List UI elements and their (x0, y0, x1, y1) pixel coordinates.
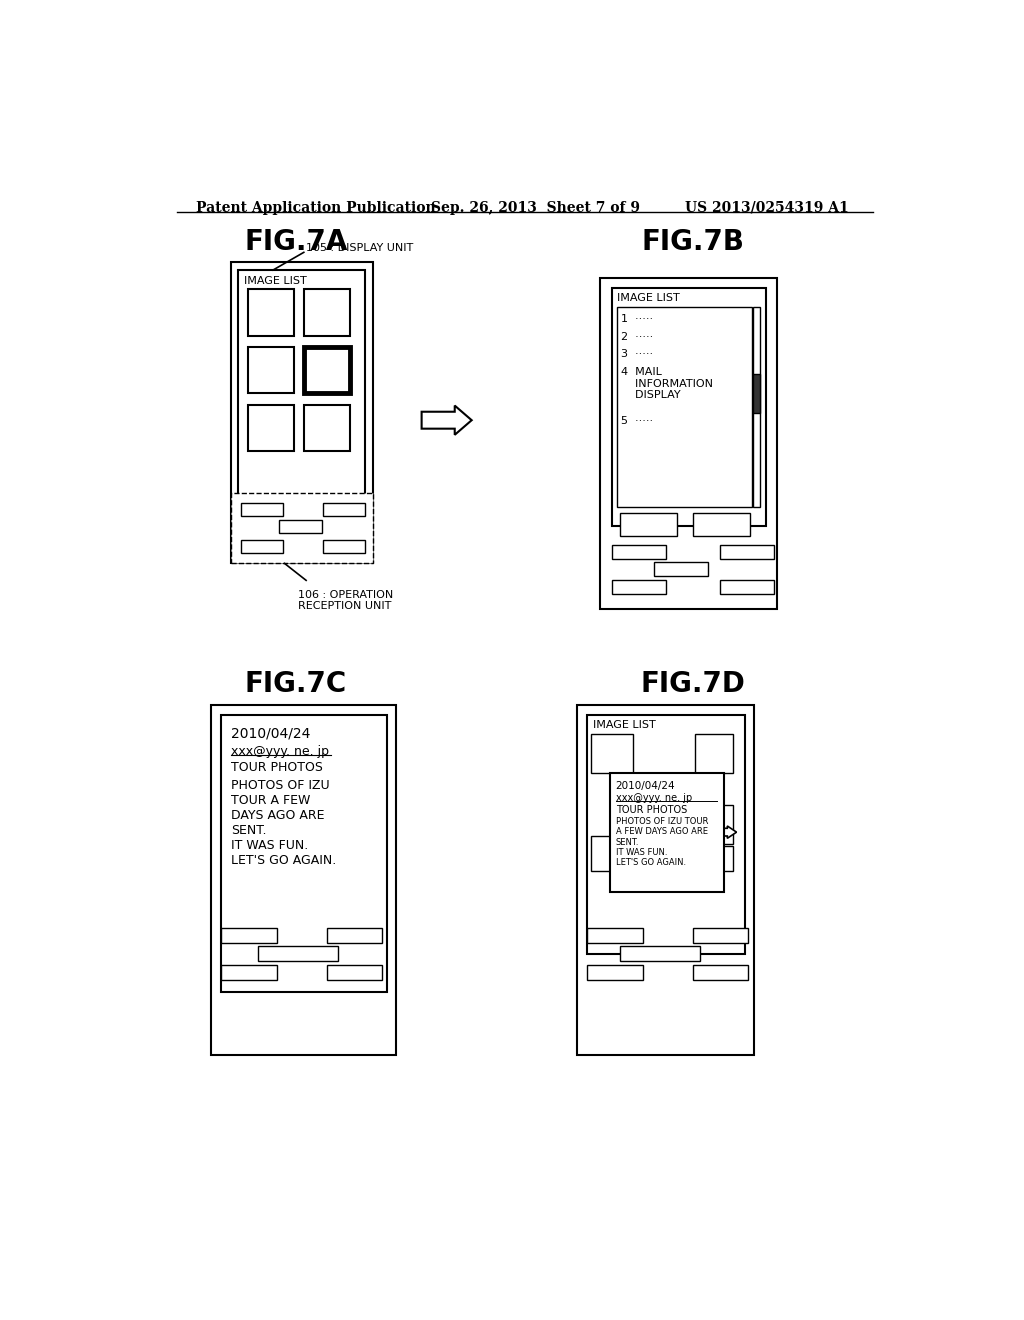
Text: 4  MAIL
    INFORMATION
    DISPLAY: 4 MAIL INFORMATION DISPLAY (621, 367, 713, 400)
Text: 2010/04/24: 2010/04/24 (230, 726, 310, 741)
Bar (692, 965, 749, 979)
Text: FIG.7B: FIG.7B (641, 227, 744, 256)
Bar (221, 965, 276, 979)
Text: US 2013/0254319 A1: US 2013/0254319 A1 (685, 201, 849, 215)
Bar (587, 965, 643, 979)
Text: 3  ·····: 3 ····· (621, 350, 653, 359)
Bar (304, 289, 350, 335)
Bar (753, 374, 761, 412)
Bar (617, 308, 752, 507)
Bar (611, 581, 666, 594)
Bar (241, 540, 283, 553)
Text: PHOTOS OF IZU TOUR
A FEW DAYS AGO ARE
SENT.
IT WAS FUN.
LET'S GO AGAIN.: PHOTOS OF IZU TOUR A FEW DAYS AGO ARE SE… (615, 817, 708, 867)
Bar (720, 545, 773, 558)
Bar (695, 846, 733, 871)
Bar (323, 503, 366, 516)
Bar (248, 347, 294, 393)
Bar (230, 494, 373, 562)
Bar (611, 288, 766, 527)
Bar (211, 705, 396, 1056)
Bar (654, 562, 708, 576)
Bar (591, 836, 634, 871)
Text: Sep. 26, 2013  Sheet 7 of 9: Sep. 26, 2013 Sheet 7 of 9 (431, 201, 640, 215)
Bar (304, 347, 350, 393)
Text: 1  ·····: 1 ····· (621, 314, 653, 323)
Bar (611, 545, 666, 558)
Bar (720, 581, 773, 594)
Bar (221, 715, 387, 993)
Text: 5  ·····: 5 ····· (621, 416, 653, 426)
Bar (587, 715, 745, 954)
Text: TOUR PHOTOS: TOUR PHOTOS (230, 760, 323, 774)
Bar (248, 405, 294, 451)
Text: PHOTOS OF IZU
TOUR A FEW
DAYS AGO ARE
SENT.
IT WAS FUN.
LET'S GO AGAIN.: PHOTOS OF IZU TOUR A FEW DAYS AGO ARE SE… (230, 779, 336, 867)
Bar (753, 308, 761, 507)
Text: IMAGE LIST: IMAGE LIST (617, 293, 680, 304)
Bar (239, 271, 366, 498)
Bar (248, 289, 294, 335)
Text: Patent Application Publication: Patent Application Publication (196, 201, 435, 215)
Text: IMAGE LIST: IMAGE LIST (244, 276, 306, 286)
Text: xxx@yyy. ne. jp: xxx@yyy. ne. jp (615, 793, 692, 803)
Bar (692, 512, 751, 536)
Bar (258, 946, 339, 961)
Text: 105 : DISPLAY UNIT: 105 : DISPLAY UNIT (306, 243, 414, 253)
Bar (304, 405, 350, 451)
Text: IMAGE LIST: IMAGE LIST (593, 721, 655, 730)
Bar (327, 928, 382, 942)
Bar (280, 520, 322, 533)
Bar (241, 503, 283, 516)
Text: TOUR PHOTOS: TOUR PHOTOS (615, 805, 687, 816)
Bar (600, 277, 777, 609)
Bar (221, 928, 276, 942)
Bar (692, 928, 749, 942)
FancyArrow shape (422, 405, 472, 434)
Bar (610, 774, 724, 892)
FancyArrow shape (724, 826, 736, 838)
Text: FIG.7C: FIG.7C (245, 671, 347, 698)
Bar (695, 805, 733, 843)
Bar (323, 540, 366, 553)
Text: FIG.7D: FIG.7D (640, 671, 745, 698)
Text: 2  ·····: 2 ····· (621, 331, 653, 342)
Text: 2010/04/24: 2010/04/24 (615, 780, 675, 791)
Bar (695, 734, 733, 774)
Text: 106 : OPERATION
RECEPTION UNIT: 106 : OPERATION RECEPTION UNIT (298, 590, 393, 611)
Bar (587, 928, 643, 942)
Bar (591, 734, 634, 774)
Text: xxx@yyy. ne. jp: xxx@yyy. ne. jp (230, 744, 329, 758)
Bar (327, 965, 382, 979)
Bar (230, 263, 373, 562)
Bar (620, 512, 677, 536)
Bar (620, 946, 700, 961)
Bar (578, 705, 755, 1056)
Text: FIG.7A: FIG.7A (245, 227, 348, 256)
